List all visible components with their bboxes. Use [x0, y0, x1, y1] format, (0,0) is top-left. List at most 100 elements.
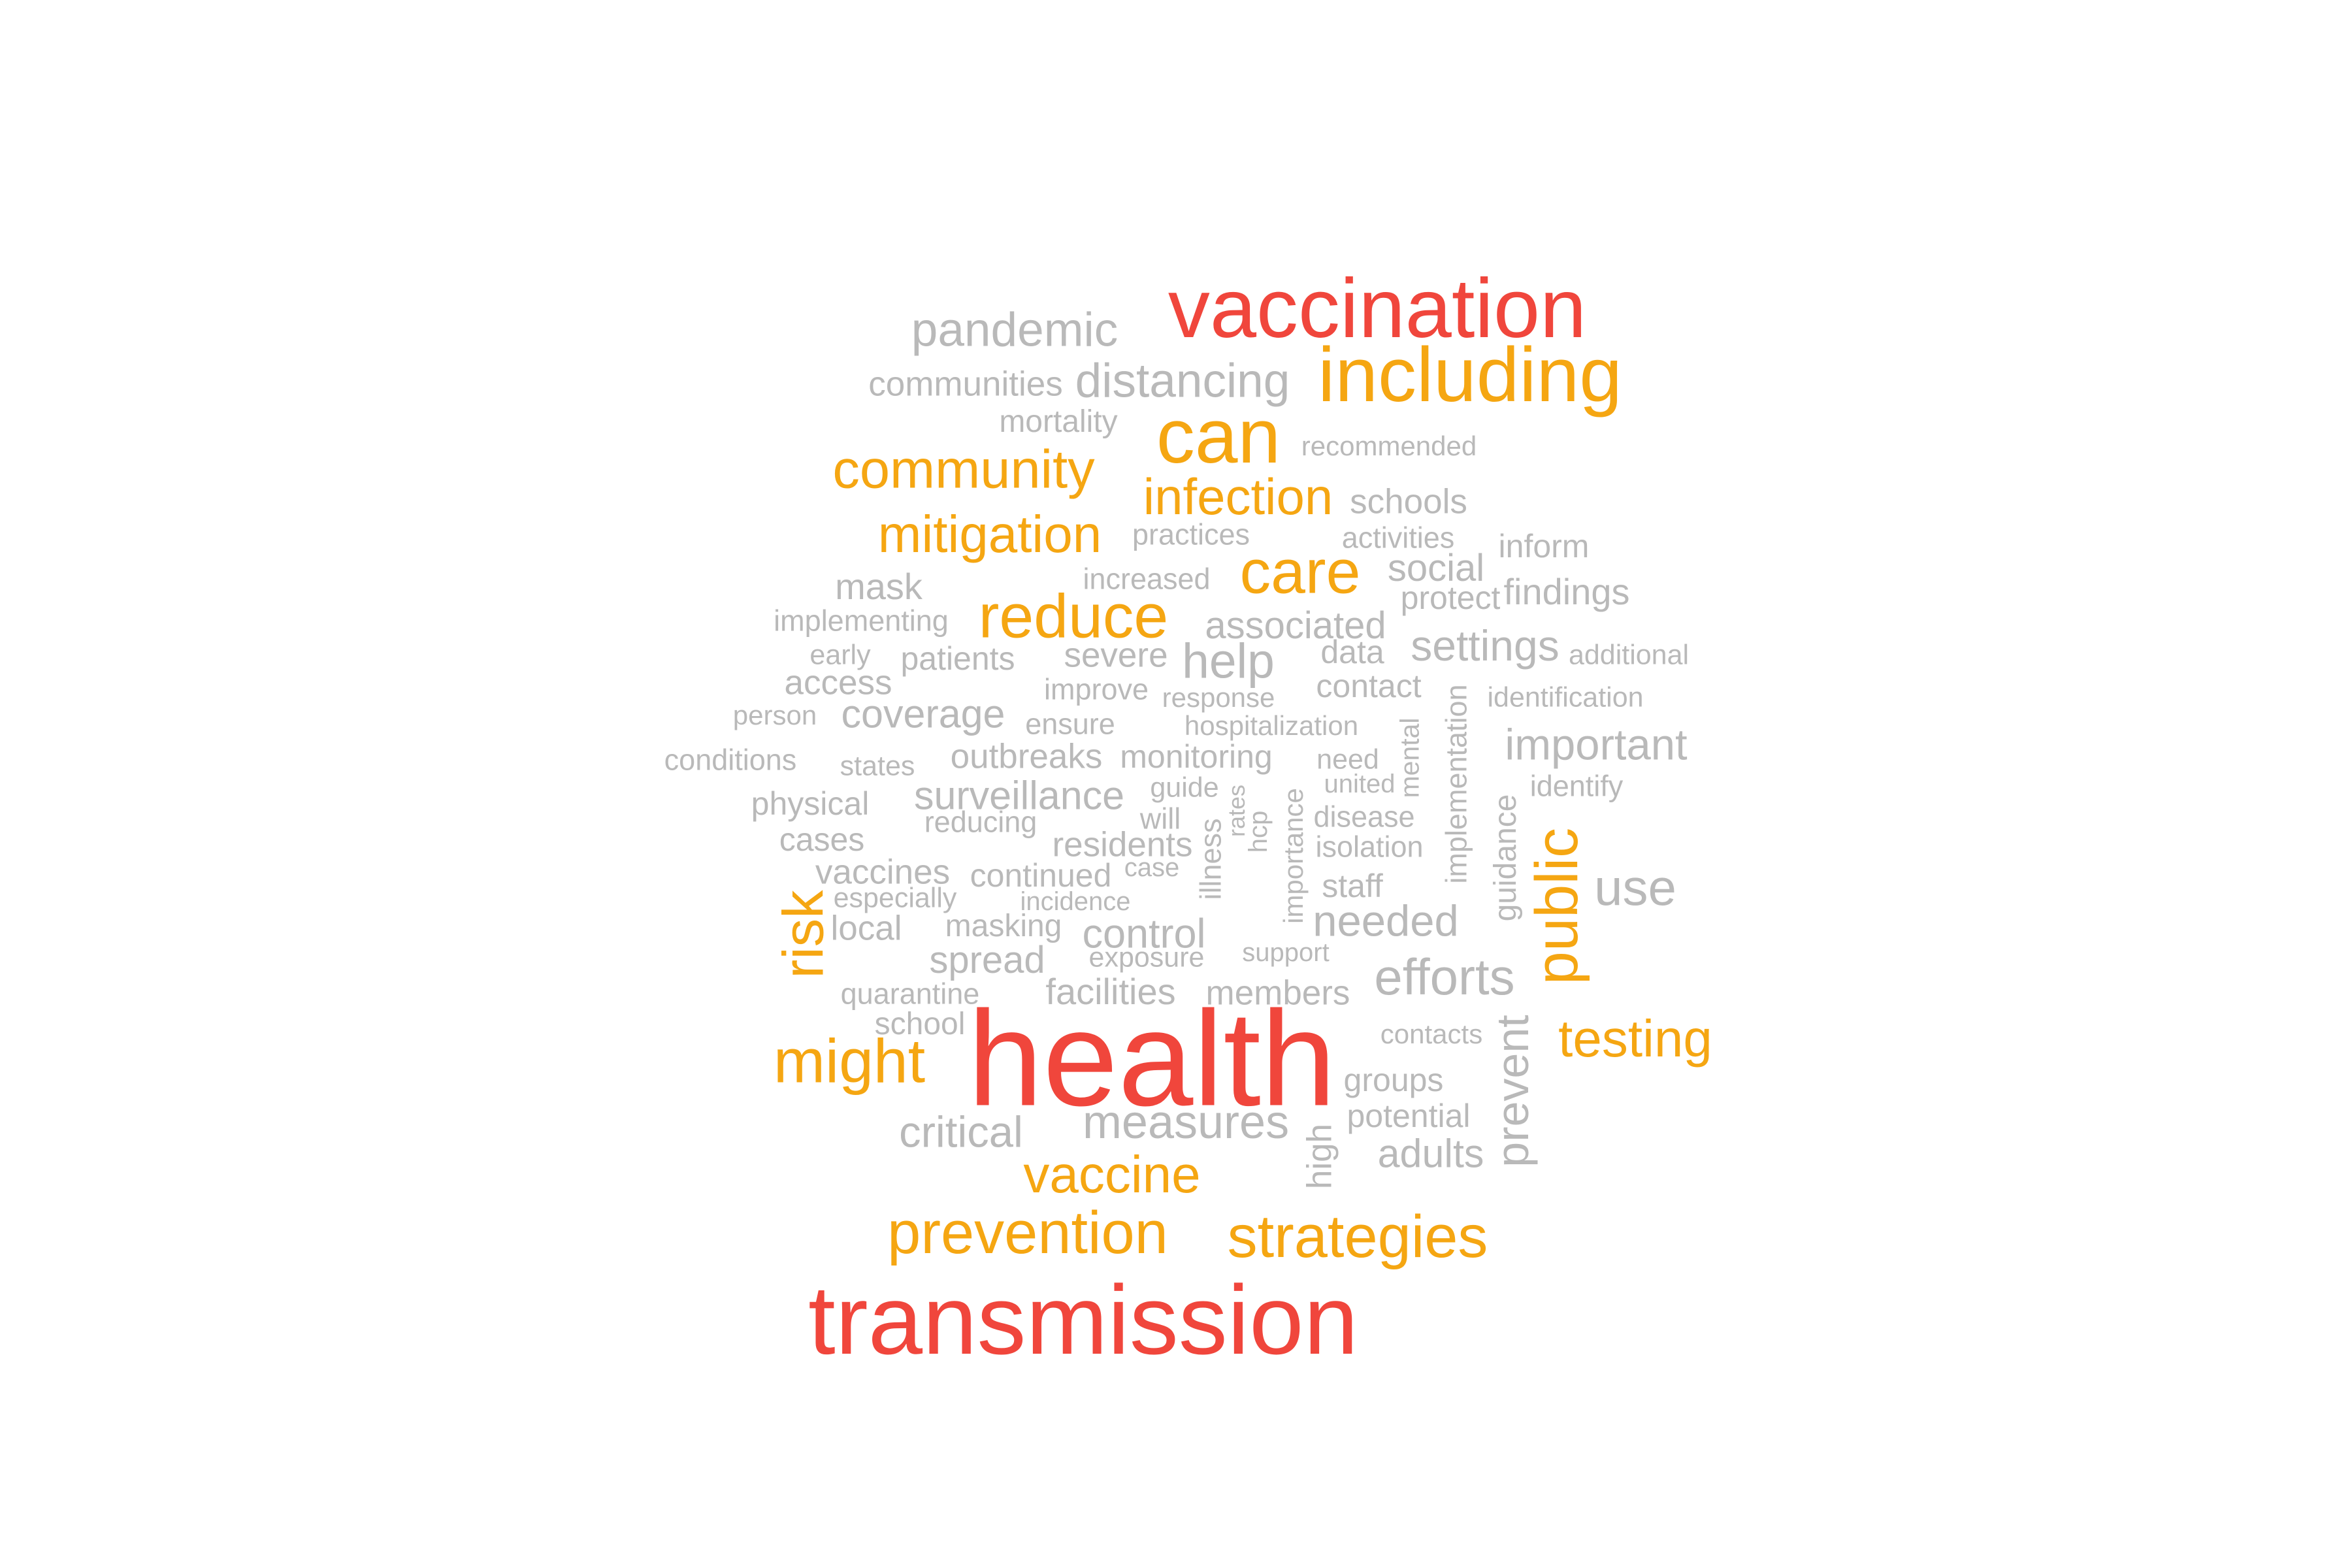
word-implementation: implementation	[1439, 684, 1473, 884]
word-prevent: prevent	[1487, 1015, 1538, 1168]
word-strategies: strategies	[1227, 1203, 1488, 1270]
word-critical: critical	[899, 1107, 1023, 1157]
word-risk: risk	[772, 890, 836, 979]
word-masking: masking	[945, 909, 1062, 943]
word-might: might	[773, 1026, 926, 1096]
word-physical: physical	[751, 785, 870, 822]
word-staff: staff	[1322, 868, 1383, 904]
word-severe: severe	[1064, 636, 1168, 675]
word-settings: settings	[1411, 621, 1560, 670]
word-contacts: contacts	[1380, 1019, 1483, 1049]
word-especially: especially	[833, 882, 957, 914]
word-distancing: distancing	[1075, 354, 1290, 408]
word-infection: infection	[1143, 468, 1333, 525]
word-outbreaks: outbreaks	[950, 737, 1103, 776]
word-continued: continued	[970, 857, 1112, 894]
word-testing: testing	[1558, 1009, 1712, 1068]
word-needed: needed	[1313, 896, 1459, 946]
word-school: school	[874, 1007, 966, 1041]
word-mortality: mortality	[999, 404, 1118, 439]
word-vaccination: vaccination	[1168, 262, 1587, 355]
word-adults: adults	[1377, 1131, 1484, 1176]
word-transmission: transmission	[808, 1265, 1358, 1375]
word-health: health	[968, 983, 1336, 1134]
word-response: response	[1162, 682, 1275, 713]
word-contact: contact	[1316, 668, 1422, 704]
word-access: access	[784, 663, 892, 702]
word-identification: identification	[1487, 681, 1644, 713]
word-coverage: coverage	[841, 691, 1005, 736]
word-reduce: reduce	[978, 581, 1169, 651]
word-disease: disease	[1313, 800, 1415, 834]
word-prevention: prevention	[887, 1200, 1168, 1266]
word-practices: practices	[1132, 517, 1250, 551]
word-associated: associated	[1205, 604, 1386, 647]
word-care: care	[1239, 537, 1361, 607]
word-social: social	[1387, 547, 1485, 589]
word-hcp: hcp	[1244, 810, 1273, 853]
word-vaccines: vaccines	[815, 853, 951, 892]
word-findings: findings	[1503, 571, 1630, 612]
word-local: local	[830, 909, 902, 948]
word-efforts: efforts	[1374, 948, 1515, 1005]
word-recommended: recommended	[1301, 431, 1477, 461]
word-including: including	[1318, 332, 1622, 418]
word-additional: additional	[1568, 639, 1690, 671]
word-potential: potential	[1347, 1098, 1471, 1134]
word-united: united	[1324, 770, 1396, 798]
word-incidence: incidence	[1020, 887, 1131, 916]
word-states: states	[840, 750, 915, 782]
word-measures: measures	[1082, 1096, 1290, 1149]
word-improve: improve	[1043, 672, 1149, 706]
word-spread: spread	[929, 939, 1045, 981]
word-reducing: reducing	[924, 805, 1037, 839]
word-use: use	[1594, 858, 1676, 916]
word-patients: patients	[900, 640, 1015, 677]
word-exposure: exposure	[1088, 941, 1205, 973]
word-vaccine: vaccine	[1023, 1145, 1201, 1203]
word-implementing: implementing	[774, 604, 949, 638]
word-importance: importance	[1278, 788, 1309, 924]
word-identify: identify	[1529, 769, 1624, 803]
word-hospitalization: hospitalization	[1184, 710, 1359, 741]
word-support: support	[1242, 938, 1330, 967]
word-residents: residents	[1052, 825, 1193, 864]
word-important: important	[1505, 720, 1688, 770]
word-monitoring: monitoring	[1120, 738, 1273, 775]
word-surveillance: surveillance	[913, 773, 1125, 818]
word-communities: communities	[868, 365, 1063, 404]
word-mental: mental	[1394, 717, 1425, 798]
word-community: community	[832, 438, 1095, 500]
word-high: high	[1300, 1123, 1339, 1190]
word-inform: inform	[1498, 528, 1590, 564]
word-mitigation: mitigation	[877, 505, 1102, 563]
word-groups: groups	[1343, 1062, 1444, 1098]
word-need: need	[1316, 743, 1379, 776]
word-facilities: facilities	[1045, 971, 1176, 1012]
word-conditions: conditions	[664, 743, 797, 777]
word-cases: cases	[779, 821, 865, 858]
word-data: data	[1320, 634, 1384, 670]
word-isolation: isolation	[1315, 830, 1424, 864]
word-ensure: ensure	[1025, 707, 1115, 741]
word-illness: illness	[1194, 818, 1228, 900]
word-help: help	[1182, 633, 1275, 689]
word-increased: increased	[1083, 562, 1211, 596]
word-pandemic: pandemic	[911, 303, 1119, 357]
word-will: will	[1139, 802, 1181, 836]
word-case: case	[1124, 853, 1180, 882]
word-guidance: guidance	[1488, 794, 1523, 922]
word-control: control	[1082, 911, 1206, 957]
word-public: public	[1524, 827, 1590, 985]
word-activities: activities	[1341, 521, 1455, 555]
word-early: early	[809, 639, 871, 671]
word-can: can	[1156, 393, 1281, 480]
word-person: person	[732, 700, 817, 730]
word-members: members	[1205, 973, 1350, 1013]
word-mask: mask	[835, 566, 923, 607]
word-guide: guide	[1150, 772, 1219, 804]
word-protect: protect	[1400, 580, 1501, 616]
word-quarantine: quarantine	[840, 977, 980, 1011]
word-schools: schools	[1350, 482, 1467, 521]
